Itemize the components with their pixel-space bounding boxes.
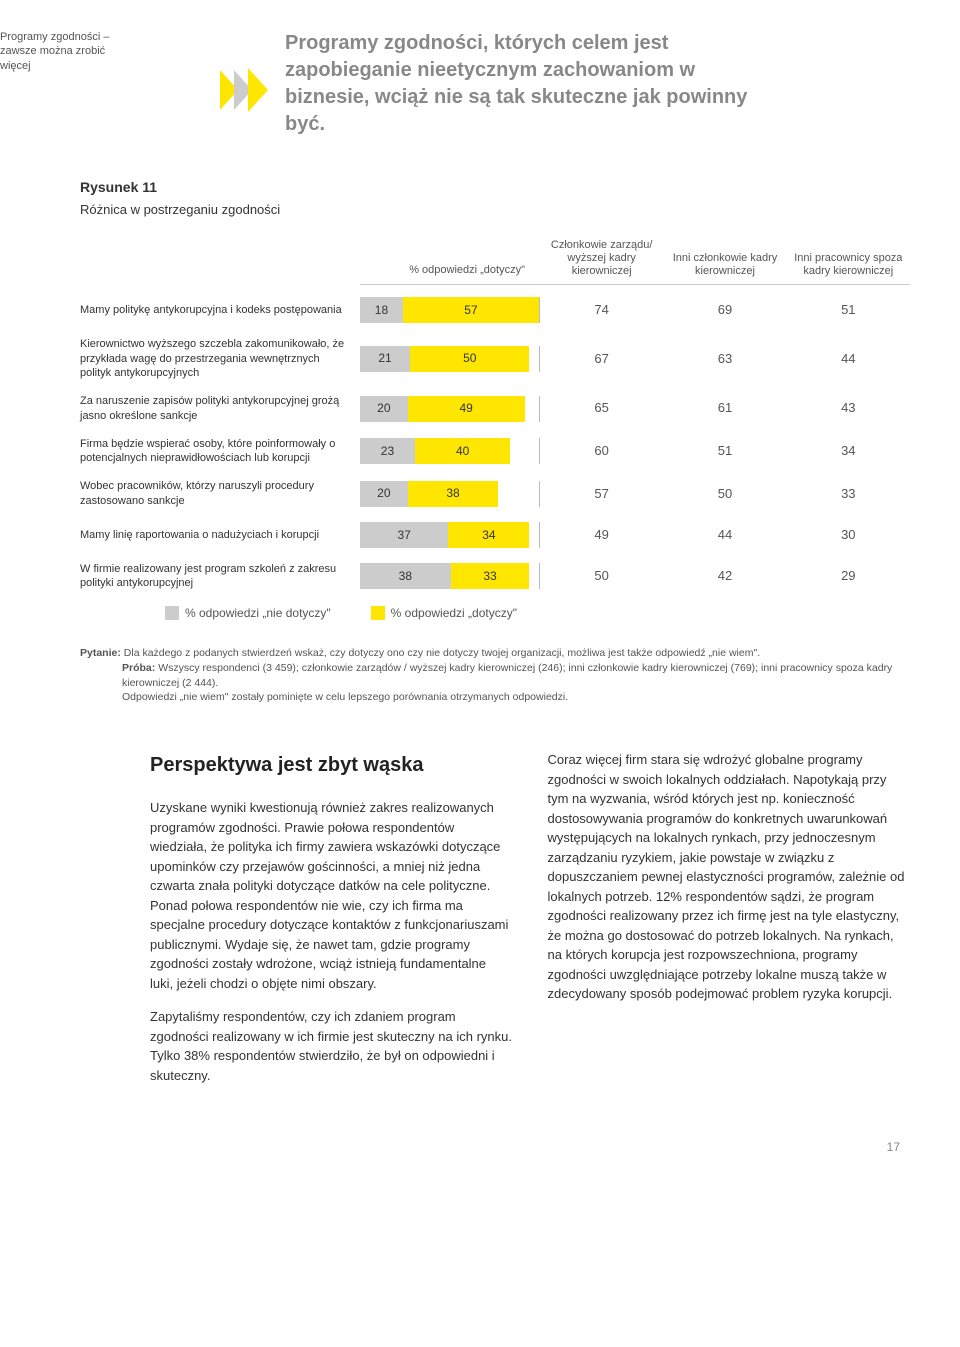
legend-tak: % odpowiedzi „dotyczy": [371, 605, 517, 622]
chart-row-bar: 3833: [360, 563, 540, 589]
page-number: 17: [0, 1139, 910, 1156]
chart-header-cols: Członkowie zarządu/ wyższej kadry kierow…: [540, 239, 910, 286]
body-col-left: Perspektywa jest zbyt wąska Uzyskane wyn…: [150, 750, 513, 1099]
footnote-q-lead: Pytanie:: [80, 647, 121, 659]
chart-row-value: 51: [787, 301, 910, 319]
chart-row-bar: 3734: [360, 522, 540, 548]
chart-header: % odpowiedzi „dotyczy" Członkowie zarząd…: [80, 239, 910, 286]
body-columns: Perspektywa jest zbyt wąska Uzyskane wyn…: [150, 750, 910, 1099]
chart-row-data: 676344: [540, 350, 910, 368]
chart-row-value: 57: [540, 485, 663, 503]
chart-row: Wobec pracowników, którzy naruszyli proc…: [80, 479, 910, 508]
chart-row-value: 29: [787, 567, 910, 585]
legend-tak-label: % odpowiedzi „dotyczy": [391, 605, 517, 622]
bar-seg-tak: 49: [408, 396, 525, 422]
chart-row-value: 50: [540, 567, 663, 585]
chart-row-bar: 2049: [360, 396, 540, 422]
chart-row: W firmie realizowany jest program szkole…: [80, 562, 910, 591]
bar-seg-nie: 37: [360, 522, 448, 548]
bar-seg-tak: 34: [448, 522, 529, 548]
bar-seg-nie: 21: [360, 346, 410, 372]
chart-row-label: Mamy linię raportowania o nadużyciach i …: [80, 528, 360, 542]
figure-number: Rysunek 11: [80, 178, 910, 198]
legend-swatch-yellow: [371, 606, 385, 620]
chart-row-value: 34: [787, 442, 910, 460]
body-col-right: Coraz więcej firm stara się wdrożyć glob…: [548, 750, 911, 1099]
legend-swatch-grey: [165, 606, 179, 620]
chart-row-data: 605134: [540, 442, 910, 460]
chart-row-value: 67: [540, 350, 663, 368]
body-left-p1: Uzyskane wyniki kwestionują również zakr…: [150, 798, 513, 993]
bar-seg-nie: 18: [360, 297, 403, 323]
chart-row-value: 51: [663, 442, 786, 460]
chart-header-col: Członkowie zarządu/ wyższej kadry kierow…: [540, 239, 663, 286]
chart-row: Firma będzie wspierać osoby, które poinf…: [80, 437, 910, 466]
bar-seg-tak: 57: [403, 297, 539, 323]
bar-seg-tak: 50: [410, 346, 529, 372]
chart-row-label: Kierownictwo wyższego szczebla zakomunik…: [80, 337, 360, 380]
chart-row-data: 575033: [540, 485, 910, 503]
chart-row-value: 74: [540, 301, 663, 319]
chart-row: Kierownictwo wyższego szczebla zakomunik…: [80, 337, 910, 380]
callout-text: Programy zgodności, których celem jest z…: [285, 30, 785, 138]
bar-seg-tak: 38: [408, 481, 499, 507]
chart-header-col: Inni pracownicy spoza kadry kierowniczej: [787, 239, 910, 286]
chart-row-data: 494430: [540, 526, 910, 544]
chart-row-data: 656143: [540, 399, 910, 417]
chart-row-label: Firma będzie wspierać osoby, które poinf…: [80, 437, 360, 466]
body-left-heading: Perspektywa jest zbyt wąska: [150, 750, 513, 780]
chart-row-value: 33: [787, 485, 910, 503]
chart-row-data: 504229: [540, 567, 910, 585]
bar-seg-nie: 20: [360, 481, 408, 507]
chart-row-value: 43: [787, 399, 910, 417]
chart-header-overall: % odpowiedzi „dotyczy": [360, 239, 540, 286]
footnote-q: Dla każdego z podanych stwierdzeń wskaż,…: [124, 647, 760, 659]
chart-rows: Mamy politykę antykorupcyjna i kodeks po…: [80, 297, 910, 590]
body-left-p2: Zapytaliśmy respondentów, czy ich zdanie…: [150, 1007, 513, 1085]
chart-row-value: 63: [663, 350, 786, 368]
bar-seg-nie: 20: [360, 396, 408, 422]
footnote-p: Wszyscy respondenci (3 459); członkowie …: [122, 662, 892, 689]
legend-nie-label: % odpowiedzi „nie dotyczy": [185, 605, 331, 622]
chart-row-value: 42: [663, 567, 786, 585]
chart-row-bar: 2038: [360, 481, 540, 507]
chart-row-value: 44: [663, 526, 786, 544]
chart-row-bar: 1857: [360, 297, 540, 323]
chart-row-data: 746951: [540, 301, 910, 319]
chart-row: Mamy linię raportowania o nadużyciach i …: [80, 522, 910, 548]
chart-row-label: Za naruszenie zapisów polityki antykorup…: [80, 394, 360, 423]
footnote-note: Odpowiedzi „nie wiem" zostały pominięte …: [122, 691, 568, 703]
chart-row-bar: 2150: [360, 346, 540, 372]
figure-11: Rysunek 11 Różnica w postrzeganiu zgodno…: [80, 178, 910, 621]
body-right-p1: Coraz więcej firm stara się wdrożyć glob…: [548, 750, 911, 1004]
chart-row-label: Mamy politykę antykorupcyjna i kodeks po…: [80, 303, 360, 317]
chart-row-bar: 2340: [360, 438, 540, 464]
chart-row-label: Wobec pracowników, którzy naruszyli proc…: [80, 479, 360, 508]
callout: Programy zgodności, których celem jest z…: [220, 30, 910, 138]
bar-seg-nie: 23: [360, 438, 415, 464]
chart-row-value: 44: [787, 350, 910, 368]
sidebar-header: Programy zgodności – zawsze można zrobić…: [0, 30, 130, 73]
bar-seg-nie: 38: [360, 563, 451, 589]
chart-row: Mamy politykę antykorupcyjna i kodeks po…: [80, 297, 910, 323]
chart-row-value: 69: [663, 301, 786, 319]
figure-title: Różnica w postrzeganiu zgodności: [80, 201, 910, 219]
chart-row-value: 65: [540, 399, 663, 417]
chart-header-col: Inni członkowie kadry kierowniczej: [663, 239, 786, 286]
figure-footnote: Pytanie: Dla każdego z podanych stwierdz…: [80, 646, 910, 705]
legend-nie: % odpowiedzi „nie dotyczy": [165, 605, 331, 622]
chart-row-value: 60: [540, 442, 663, 460]
chart-row: Za naruszenie zapisów polityki antykorup…: [80, 394, 910, 423]
chart-row-value: 50: [663, 485, 786, 503]
chart-row-value: 30: [787, 526, 910, 544]
chart-row-value: 61: [663, 399, 786, 417]
bar-seg-tak: 33: [451, 563, 530, 589]
bar-seg-tak: 40: [415, 438, 510, 464]
chart-legend: % odpowiedzi „nie dotyczy" % odpowiedzi …: [165, 605, 910, 622]
chart-row-label: W firmie realizowany jest program szkole…: [80, 562, 360, 591]
footnote-p-lead: Próba:: [122, 662, 155, 674]
chart-row-value: 49: [540, 526, 663, 544]
